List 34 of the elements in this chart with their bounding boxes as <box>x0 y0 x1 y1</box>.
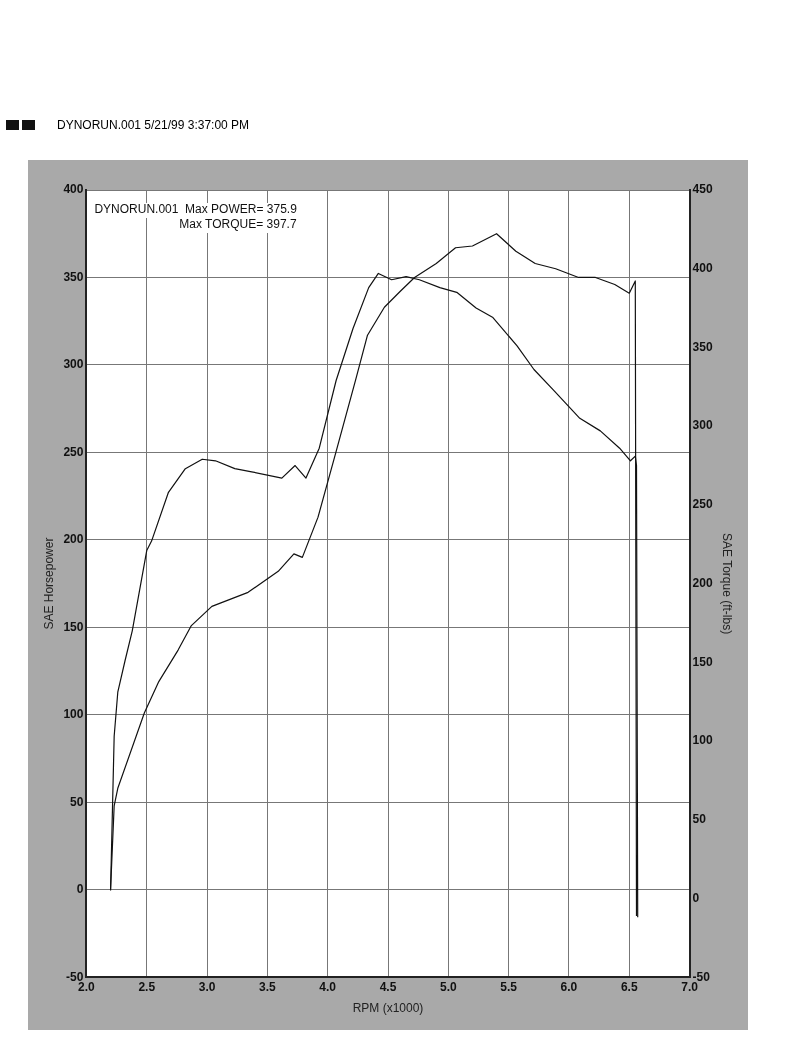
y-tick-label: 100 <box>63 707 84 722</box>
x-tick-label: 3.5 <box>259 979 277 994</box>
y2-tick-label: 450 <box>692 182 713 197</box>
y2-tick-label: 0 <box>692 890 700 905</box>
y2-tick-label: 300 <box>692 418 713 433</box>
y-tick-label: 150 <box>63 619 84 634</box>
y2-tick-label: 400 <box>692 261 713 276</box>
y-tick-label: 0 <box>76 882 84 897</box>
y-tick-label: 50 <box>70 794 84 809</box>
y2-tick-label: 50 <box>692 812 707 827</box>
x-tick-label: 4.0 <box>319 979 337 994</box>
y2-axis-title: SAE Torque (ft-lbs) <box>720 533 735 635</box>
chart-subtitle: DYNORUN.001 5/21/99 3:37:00 PM <box>57 118 250 132</box>
x-tick-label: 2.5 <box>138 979 156 994</box>
x-tick-label: 5.5 <box>500 979 518 994</box>
annotation: Max TORQUE= 397.7 <box>179 217 297 232</box>
x-tick-label: 5.0 <box>439 979 457 994</box>
y2-tick-label: 100 <box>692 733 713 748</box>
y-tick-label: 350 <box>63 269 84 284</box>
y2-tick-label: 350 <box>692 339 713 354</box>
y2-tick-label: 200 <box>692 575 713 590</box>
y-tick-label: 400 <box>63 182 84 197</box>
y2-tick-label: 150 <box>692 654 713 669</box>
x-tick-label: 6.5 <box>620 979 638 994</box>
x-tick-label: 6.0 <box>560 979 578 994</box>
y-tick-label: 300 <box>63 357 84 372</box>
annotation: DYNORUN.001 Max POWER= 375.9 <box>94 202 298 217</box>
y-axis-title: SAE Horsepower <box>41 537 56 630</box>
y2-tick-label: 250 <box>692 497 713 512</box>
x-tick-label: 4.5 <box>379 979 397 994</box>
x-tick-label: 3.0 <box>198 979 216 994</box>
x-axis-title: RPM (x1000) <box>352 1001 424 1016</box>
y-tick-label: 250 <box>63 444 84 459</box>
y-tick-label: 200 <box>63 532 84 547</box>
